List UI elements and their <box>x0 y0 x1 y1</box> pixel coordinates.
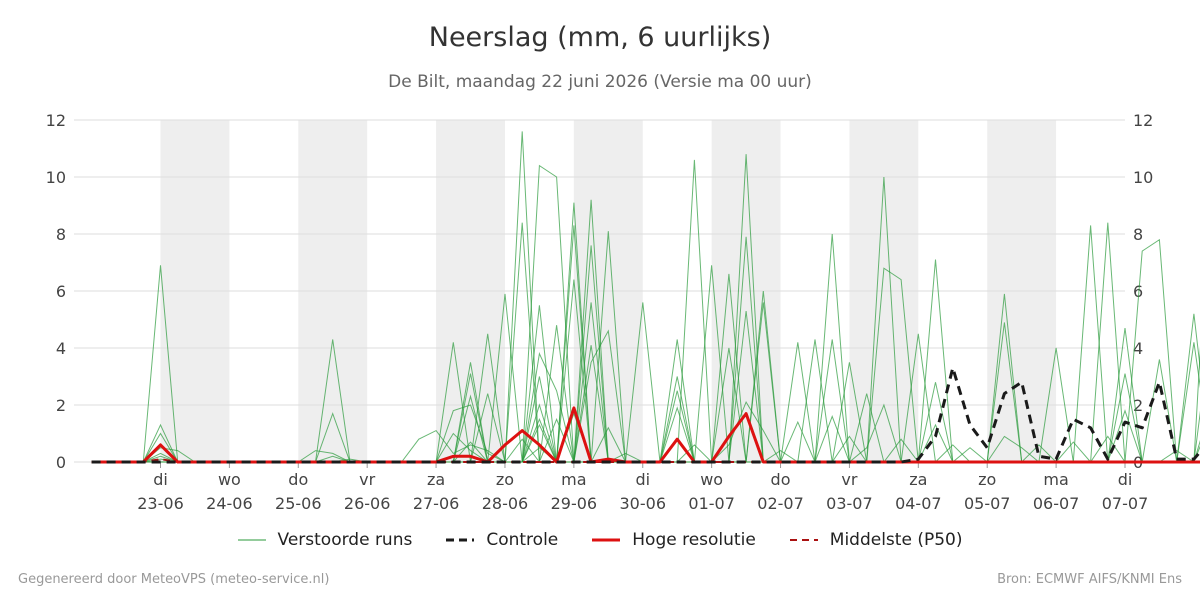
x-tick-day-5: zo <box>496 470 514 489</box>
footer-source: Bron: ECMWF AIFS/KNMI Ens <box>997 572 1182 587</box>
legend-item-hires: Hoge resolutie <box>592 530 756 550</box>
x-tick-day-14: di <box>1118 470 1133 489</box>
x-tick-day-7: di <box>635 470 650 489</box>
legend-label-perturbed: Verstoorde runs <box>277 530 413 550</box>
x-tick-date-6: 29-06 <box>551 494 598 513</box>
x-tick-day-12: zo <box>978 470 996 489</box>
x-tick-date-0: 23-06 <box>137 494 184 513</box>
y-tick-right-4: 4 <box>1133 339 1143 358</box>
x-tick-day-13: ma <box>1043 470 1068 489</box>
x-tick-date-11: 04-07 <box>895 494 942 513</box>
x-tick-day-1: wo <box>218 470 241 489</box>
x-tick-date-7: 30-06 <box>620 494 667 513</box>
legend-label-hires: Hoge resolutie <box>632 530 756 550</box>
y-tick-right-12: 12 <box>1133 111 1153 130</box>
legend-item-median: Middelste (P50) <box>789 530 963 550</box>
y-tick-left-10: 10 <box>46 168 66 187</box>
legend-swatch-hires <box>592 538 621 542</box>
series-controle <box>91 366 1200 464</box>
x-tick-date-4: 27-06 <box>413 494 460 513</box>
x-tick-day-9: do <box>771 470 791 489</box>
legend-label-control: Controle <box>486 530 559 550</box>
x-tick-day-3: vr <box>359 470 375 489</box>
y-tick-right-2: 2 <box>1133 396 1143 415</box>
footer-generator: Gegenereerd door MeteoVPS (meteo-service… <box>18 572 330 587</box>
x-tick-date-10: 03-07 <box>826 494 873 513</box>
y-tick-left-6: 6 <box>56 282 66 301</box>
legend-item-perturbed: Verstoorde runs <box>237 530 413 550</box>
x-tick-day-6: ma <box>561 470 586 489</box>
x-tick-date-8: 01-07 <box>688 494 735 513</box>
x-tick-date-14: 07-07 <box>1102 494 1149 513</box>
chart-title: Neerslag (mm, 6 uurlijks) <box>428 22 772 53</box>
y-tick-left-12: 12 <box>46 111 66 130</box>
x-tick-date-12: 05-07 <box>964 494 1011 513</box>
legend-swatch-control <box>446 538 475 542</box>
legend: Verstoorde runs Controle Hoge resolutie … <box>0 530 1200 550</box>
x-tick-day-4: za <box>427 470 445 489</box>
x-tick-day-0: di <box>153 470 168 489</box>
x-tick-day-11: za <box>909 470 927 489</box>
x-tick-date-3: 26-06 <box>344 494 391 513</box>
y-tick-left-8: 8 <box>56 225 66 244</box>
series-hoge-resolutie <box>91 406 1200 464</box>
chart-subtitle: De Bilt, maandag 22 juni 2026 (Versie ma… <box>388 72 812 92</box>
y-tick-right-10: 10 <box>1133 168 1153 187</box>
legend-swatch-median <box>789 539 818 541</box>
x-tick-date-5: 28-06 <box>482 494 529 513</box>
x-tick-day-8: wo <box>700 470 723 489</box>
legend-item-control: Controle <box>446 530 558 550</box>
y-tick-right-8: 8 <box>1133 225 1143 244</box>
x-tick-date-1: 24-06 <box>206 494 253 513</box>
y-tick-left-4: 4 <box>56 339 66 358</box>
legend-swatch-perturbed <box>237 539 266 541</box>
y-tick-left-2: 2 <box>56 396 66 415</box>
legend-label-median: Middelste (P50) <box>829 530 963 550</box>
x-tick-day-2: do <box>288 470 308 489</box>
x-tick-date-13: 06-07 <box>1033 494 1080 513</box>
x-tick-date-9: 02-07 <box>757 494 804 513</box>
x-tick-date-2: 25-06 <box>275 494 322 513</box>
y-tick-right-6: 6 <box>1133 282 1143 301</box>
x-tick-day-10: vr <box>841 470 857 489</box>
y-tick-left-0: 0 <box>56 453 66 472</box>
